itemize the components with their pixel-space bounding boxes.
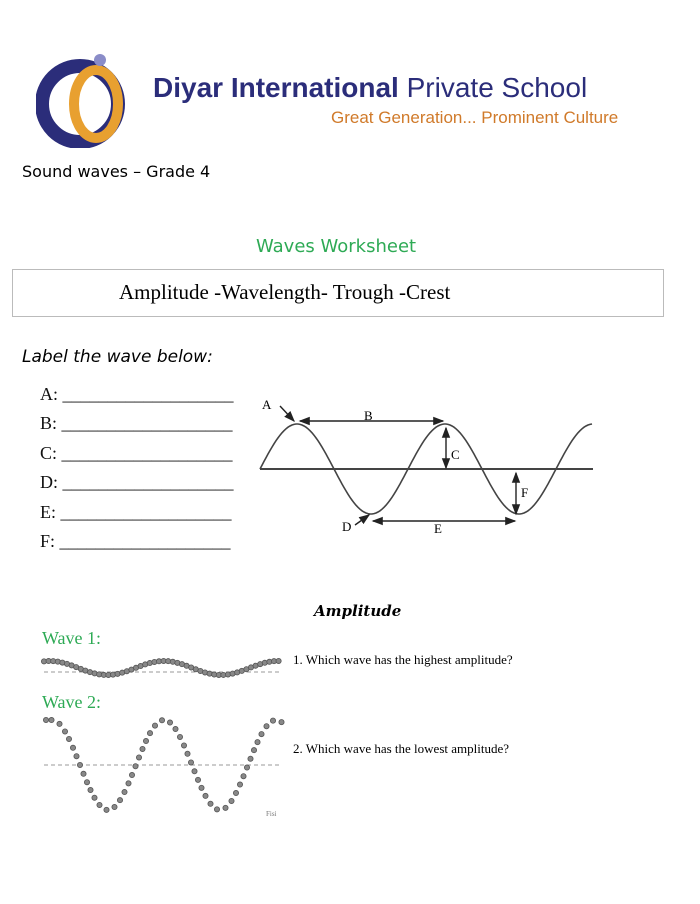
- wave2-dot: [247, 755, 254, 762]
- wave2-dot: [77, 762, 84, 769]
- wave2-dot: [80, 770, 87, 777]
- wave2-dot: [70, 744, 77, 751]
- wave2-dot: [176, 733, 183, 740]
- wave2-dot: [62, 728, 69, 735]
- wave2-dot: [111, 804, 118, 811]
- wave-diagram: A B C D E F: [259, 397, 593, 536]
- wave2-dot: [151, 722, 158, 729]
- word-bank-box: Amplitude -Wavelength- Trough -Crest: [12, 269, 664, 317]
- blank-d[interactable]: D: ___________________: [40, 472, 234, 493]
- label-a: A: [262, 397, 272, 412]
- wave2-dot: [125, 780, 132, 787]
- wave2-dot: [132, 763, 139, 770]
- wave2-dot: [240, 773, 247, 780]
- wave2-dot: [172, 726, 179, 733]
- wave2-dot: [269, 717, 276, 724]
- label-blanks: A: ___________________ B: ______________…: [40, 384, 234, 560]
- wave2-dot: [222, 804, 229, 811]
- wave2-dot: [56, 720, 63, 727]
- label-b: B: [364, 408, 373, 423]
- wave2-dot: [187, 759, 194, 766]
- label-c: C: [451, 447, 460, 462]
- wave2-dot: [258, 731, 265, 738]
- wave2-dot: [202, 792, 209, 799]
- wave2-dot: [66, 735, 73, 742]
- wave2-dot: [158, 717, 165, 724]
- question-1: 1. Which wave has the highest amplitude?: [293, 652, 513, 667]
- question-2: 2. Which wave has the lowest amplitude?: [293, 741, 510, 756]
- blank-f[interactable]: F: ___________________: [40, 530, 231, 551]
- wave2-dot: [117, 797, 124, 804]
- wave2-dot: [73, 753, 80, 760]
- wave2-dot: [180, 742, 187, 749]
- wave2-dot: [213, 806, 220, 813]
- wave2-dot: [135, 754, 142, 761]
- wave2-dot: [278, 719, 285, 726]
- wave2-dot: [243, 764, 250, 771]
- wave2-dot: [48, 717, 55, 724]
- wave2-dot: [194, 776, 201, 783]
- wave2-dot: [184, 750, 191, 757]
- wave-curve: [259, 423, 593, 515]
- wave1-label: Wave 1:: [42, 628, 102, 648]
- blank-c[interactable]: C: ___________________: [40, 442, 233, 463]
- wave2-dot: [166, 719, 173, 726]
- wave2-dot: [236, 781, 243, 788]
- word-bank-text: Amplitude -Wavelength- Trough -Crest: [119, 280, 451, 304]
- wave2-dot: [121, 789, 128, 796]
- instruction: Label the wave below:: [22, 347, 213, 367]
- wave2-dot: [191, 768, 198, 775]
- wave2-dot: [198, 784, 205, 791]
- wave2-dot: [87, 787, 94, 794]
- label-d: D: [342, 519, 351, 534]
- wave2-dot: [84, 779, 91, 786]
- blank-a[interactable]: A: ___________________: [40, 384, 234, 404]
- wave2-dot: [139, 745, 146, 752]
- school-logo: [36, 54, 125, 148]
- wave2-label: Wave 2:: [42, 692, 102, 712]
- arrow-a: [279, 405, 295, 423]
- school-name-rest: Private School: [406, 72, 588, 103]
- wave2-dot: [142, 738, 149, 745]
- label-e: E: [434, 521, 442, 536]
- wave2-dot: [91, 794, 98, 801]
- wave2-dot: [207, 800, 214, 807]
- wave2-dot: [128, 772, 135, 779]
- amplitude-heading: Amplitude: [314, 602, 402, 620]
- wave2-dot: [232, 790, 239, 797]
- worksheet-title: Waves Worksheet: [256, 236, 417, 257]
- wave2-dot: [263, 723, 270, 730]
- wave2-dot: [228, 797, 235, 804]
- wave2-dot: [254, 739, 261, 746]
- school-name-bold: Diyar International: [153, 72, 399, 103]
- image-credit: Fisi: [266, 810, 277, 818]
- worksheet-subtitle: Sound waves – Grade 4: [22, 162, 211, 181]
- blank-e[interactable]: E: ___________________: [40, 501, 232, 522]
- wave1-dot: [275, 658, 282, 665]
- wave2-dot: [43, 717, 50, 724]
- wave2-dot: [96, 801, 103, 808]
- blank-b[interactable]: B: ___________________: [40, 413, 233, 434]
- label-f: F: [521, 485, 528, 500]
- wave2-dot: [250, 747, 257, 754]
- wave2-dot: [146, 730, 153, 737]
- school-tagline: Great Generation... Prominent Culture: [331, 108, 619, 127]
- school-name: Diyar International Private School: [153, 72, 587, 104]
- arrow-d: [354, 514, 371, 526]
- wave2-dot: [103, 806, 110, 813]
